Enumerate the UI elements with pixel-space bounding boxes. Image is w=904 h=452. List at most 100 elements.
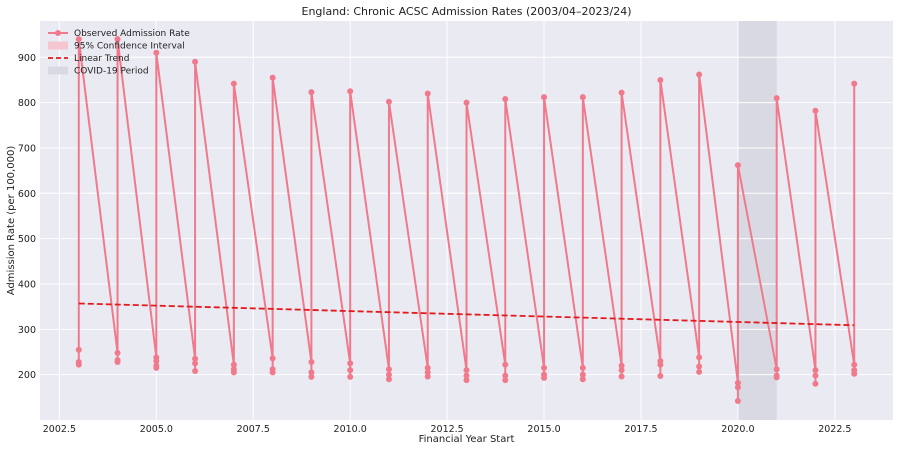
observed-point [696,354,703,361]
observed-point [192,355,199,362]
observed-point [153,49,160,56]
x-tick-label: 2017.5 [624,424,657,435]
observed-point [192,58,199,65]
observed-point [579,94,586,101]
observed-point [773,95,780,102]
observed-point [773,366,780,373]
observed-point [502,361,509,368]
observed-point [734,397,741,404]
x-tick-label: 2005.0 [140,424,173,435]
legend-label: Linear Trend [74,54,129,64]
observed-point [696,71,703,78]
observed-point [385,366,392,373]
observed-point [734,384,741,391]
observed-point [773,374,780,381]
observed-point [347,367,354,374]
observed-point [579,376,586,383]
observed-point [502,377,509,384]
observed-point [851,361,858,368]
observed-point [308,373,315,380]
observed-point [230,361,237,368]
observed-point [424,90,431,97]
observed-point [114,349,121,356]
y-tick-label: 400 [18,279,36,290]
x-tick-label: 2020.0 [721,424,754,435]
x-tick-label: 2015.0 [527,424,560,435]
observed-point [308,358,315,365]
observed-point [463,372,470,379]
y-tick-label: 500 [18,234,36,245]
observed-point [153,364,160,371]
covid-period-band [737,21,777,420]
observed-point [192,368,199,375]
observed-point [618,362,625,369]
legend-patch-swatch [48,41,68,50]
observed-point [618,373,625,380]
observed-point [812,380,819,387]
observed-point [696,368,703,375]
y-tick-label: 900 [18,53,36,64]
observed-point [308,369,315,376]
observed-point [230,369,237,376]
observed-point [75,361,82,368]
observed-point [541,94,548,101]
observed-point [618,89,625,96]
legend-patch-swatch [48,66,68,75]
y-tick-label: 600 [18,189,36,200]
observed-point [463,367,470,374]
x-tick-label: 2010.0 [334,424,367,435]
observed-point [75,346,82,353]
observed-point [192,360,199,367]
y-tick-label: 800 [18,98,36,109]
observed-point [812,107,819,114]
observed-point [657,76,664,83]
x-tick-label: 2002.5 [43,424,76,435]
observed-point [114,358,121,365]
observed-point [269,74,276,81]
observed-point [618,367,625,374]
observed-point [308,89,315,96]
observed-point [269,369,276,376]
legend-label: 95% Confidence Interval [74,42,185,52]
y-tick-label: 700 [18,143,36,154]
observed-point [385,98,392,105]
observed-point [579,371,586,378]
x-axis-title: Financial Year Start [419,434,515,445]
observed-point [114,36,121,43]
x-tick-label: 2012.5 [430,424,463,435]
observed-point [424,373,431,380]
observed-point [463,99,470,106]
observed-point [463,377,470,384]
observed-point [424,364,431,371]
observed-point [153,358,160,365]
observed-point [734,162,741,169]
x-tick-label: 2022.5 [818,424,851,435]
observed-point [812,367,819,374]
observed-point [812,372,819,379]
y-axis-title: Admission Rate (per 100,000) [6,146,17,296]
observed-point [385,376,392,383]
observed-point [347,373,354,380]
observed-point [347,360,354,367]
chart-title: England: Chronic ACSC Admission Rates (2… [302,5,632,18]
y-tick-label: 200 [18,370,36,381]
y-tick-label: 300 [18,325,36,336]
observed-point [579,364,586,371]
observed-point [851,370,858,377]
observed-point [269,355,276,362]
observed-point [541,364,548,371]
observed-point [851,80,858,87]
observed-point [502,95,509,102]
legend-label: Observed Admission Rate [74,29,190,39]
observed-point [696,363,703,370]
observed-point [75,36,82,43]
observed-point [385,371,392,378]
legend-observed-marker [55,30,61,36]
observed-point [657,361,664,368]
linear-trend-line [78,302,855,327]
observed-point [502,372,509,379]
observed-point [541,374,548,381]
observed-point [347,88,354,95]
